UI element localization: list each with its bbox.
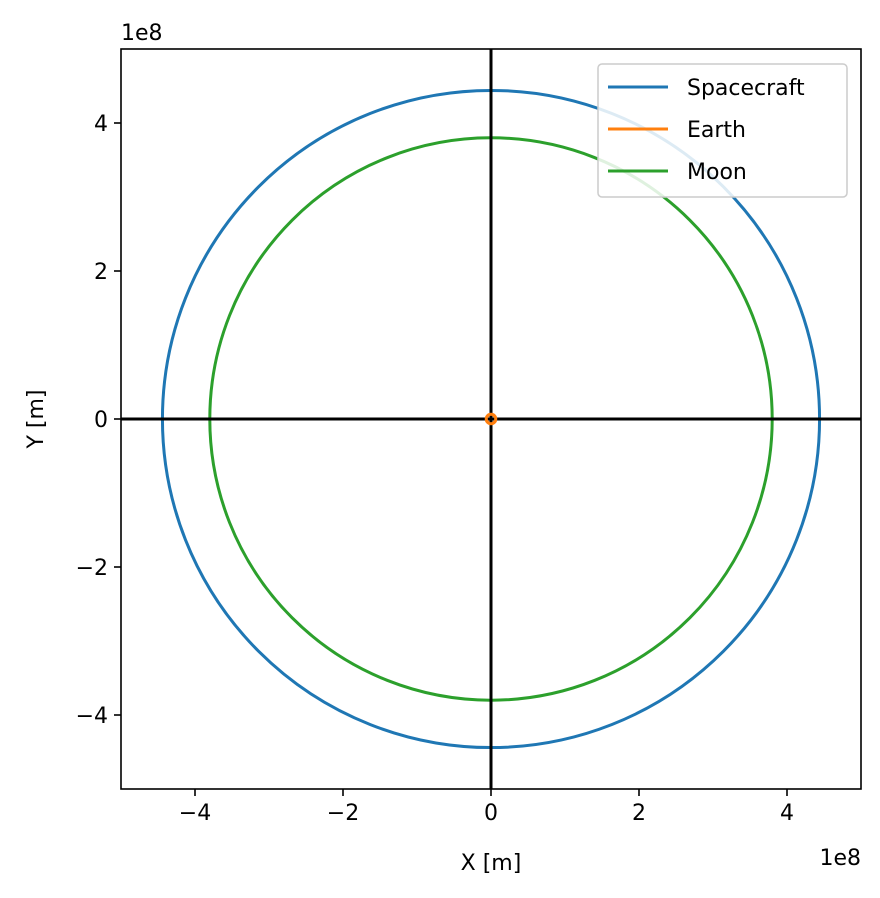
y-axis-label: Y [m] xyxy=(24,389,49,449)
x-offset-text: 1e8 xyxy=(819,846,861,871)
legend-label-moon: Moon xyxy=(687,160,747,185)
x-axis-label: X [m] xyxy=(461,851,522,876)
legend-label-spacecraft: Spacecraft xyxy=(687,76,805,101)
y-tick-label: 4 xyxy=(94,112,108,137)
x-tick-label: 2 xyxy=(632,801,646,826)
y-tick-label: −2 xyxy=(76,556,108,581)
legend-label-earth: Earth xyxy=(687,118,746,143)
legend-entries: Spacecraft Earth Moon xyxy=(608,76,805,185)
origin-axes-layer xyxy=(121,49,861,789)
y-tick-label: −4 xyxy=(76,704,108,729)
series-earth-marker xyxy=(484,412,498,426)
y-tick-label: 0 xyxy=(94,408,108,433)
y-offset-text: 1e8 xyxy=(121,21,163,46)
x-tick-label: 0 xyxy=(484,801,498,826)
x-tick-label: −4 xyxy=(179,801,211,826)
y-tick-label: 2 xyxy=(94,260,108,285)
x-tick-label: 4 xyxy=(780,801,794,826)
legend-box xyxy=(597,63,848,198)
legend: Spacecraft Earth Moon xyxy=(597,63,848,198)
x-tick-label: −2 xyxy=(327,801,359,826)
ticks-layer: −4 −2 0 2 4 −4 −2 0 2 4 xyxy=(76,112,794,826)
